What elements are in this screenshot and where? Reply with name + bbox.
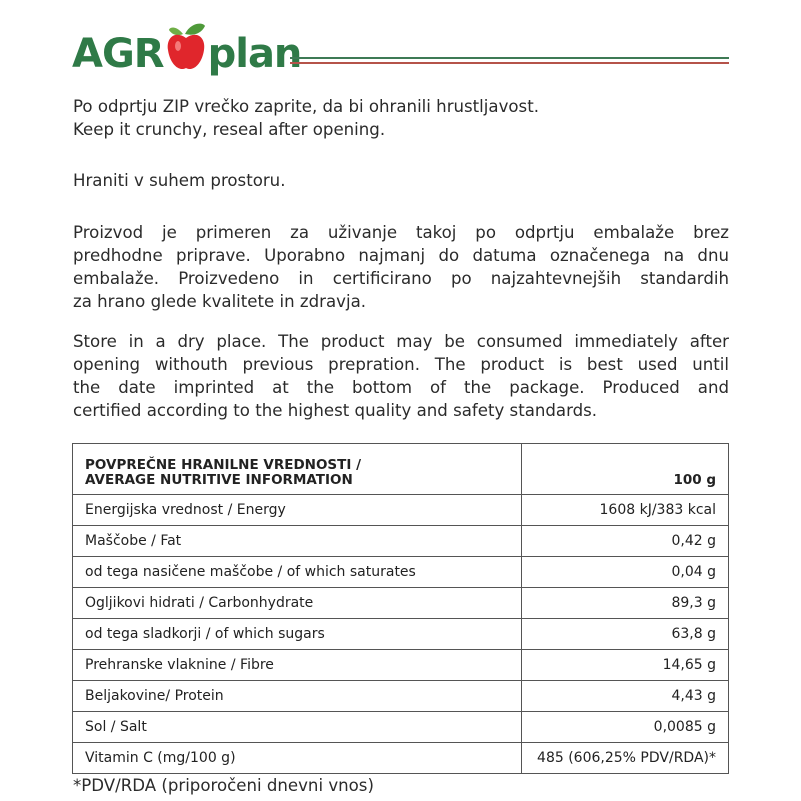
nutrient-label: Ogljikovi hidrati / Carbonhydrate [72,587,522,619]
apple-icon [167,23,205,70]
text-line: Keep it crunchy, reseal after opening. [73,120,386,139]
agroplan-logo: AGR plan [72,20,303,77]
nutrient-value: 63,8 g [521,618,729,650]
text-line: predhodne priprave. Uporabno najmanj do … [73,246,729,265]
text-line: Hraniti v suhem prostoru. [73,171,286,190]
table-row: Vitamin C (mg/100 g) 485 (606,25% PDV/RDA… [72,742,729,774]
text-line: Store in a dry place. The product may be… [73,332,729,351]
nutrient-value: 89,3 g [521,587,729,619]
footnote: *PDV/RDA (priporočeni dnevni vnos) [73,776,374,795]
text-line: Po odprtju ZIP vrečko zaprite, da bi ohr… [73,97,539,116]
header-rule-green [290,57,729,59]
nutrient-label: Sol / Salt [72,711,522,743]
table-row: Prehranske vlaknine / Fibre 14,65 g [72,649,729,681]
table-row: Maščobe / Fat 0,42 g [72,525,729,557]
storage-slovene: Hraniti v suhem prostoru. [73,169,729,192]
nutrient-label: od tega sladkorji / of which sugars [72,618,522,650]
nutrition-table: POVPREČNE HRANILNE VREDNOSTI / AVERAGE NU… [72,443,729,774]
logo-text-right: plan [207,31,303,77]
product-description-slovene: Proizvod je primeren za uživanje takoj p… [73,221,729,313]
nutrient-value: 4,43 g [521,680,729,712]
nutrient-value: 0,0085 g [521,711,729,743]
nutrient-label: Maščobe / Fat [72,525,522,557]
nutrient-label: Beljakovine/ Protein [72,680,522,712]
nutrient-value: 14,65 g [521,649,729,681]
table-row: Ogljikovi hidrati / Carbonhydrate 89,3 g [72,587,729,619]
text-line: Proizvod je primeren za uživanje takoj p… [73,223,729,242]
table-row: Beljakovine/ Protein 4,43 g [72,680,729,712]
nutrient-value: 0,42 g [521,525,729,557]
nutrient-value: 1608 kJ/383 kcal [521,494,729,526]
header-unit: 100 g [521,443,729,495]
nutrient-value: 485 (606,25% PDV/RDA)* [521,742,729,774]
nutrient-label: Prehranske vlaknine / Fibre [72,649,522,681]
reseal-instructions: Po odprtju ZIP vrečko zaprite, da bi ohr… [73,95,729,141]
header-label: POVPREČNE HRANILNE VREDNOSTI / AVERAGE NU… [72,443,522,495]
logo-text-left: AGR [72,31,165,77]
product-description-english: Store in a dry place. The product may be… [73,330,729,422]
header-rule-red [290,62,729,64]
text-line: opening withouth previous prepration. Th… [73,355,729,374]
header-line-2: AVERAGE NUTRITIVE INFORMATION [85,472,353,488]
text-line: embalaže. Proizvedeno in certificirano p… [73,269,729,288]
table-row: Sol / Salt 0,0085 g [72,711,729,743]
nutrient-value: 0,04 g [521,556,729,588]
nutrient-label: Vitamin C (mg/100 g) [72,742,522,774]
nutrient-label: Energijska vrednost / Energy [72,494,522,526]
text-line: za hrano glede kvalitete in zdravja. [73,292,367,311]
table-row: od tega sladkorji / of which sugars 63,8 … [72,618,729,650]
table-header: POVPREČNE HRANILNE VREDNOSTI / AVERAGE NU… [72,443,729,495]
text-line: the date imprinted at the bottom of the … [73,378,729,397]
text-line: certified according to the highest quali… [73,401,598,420]
nutrient-label: od tega nasičene maščobe / of which satu… [72,556,522,588]
table-row: Energijska vrednost / Energy 1608 kJ/383 … [72,494,729,526]
header-line-1: POVPREČNE HRANILNE VREDNOSTI / [85,457,362,473]
table-row: od tega nasičene maščobe / of which satu… [72,556,729,588]
